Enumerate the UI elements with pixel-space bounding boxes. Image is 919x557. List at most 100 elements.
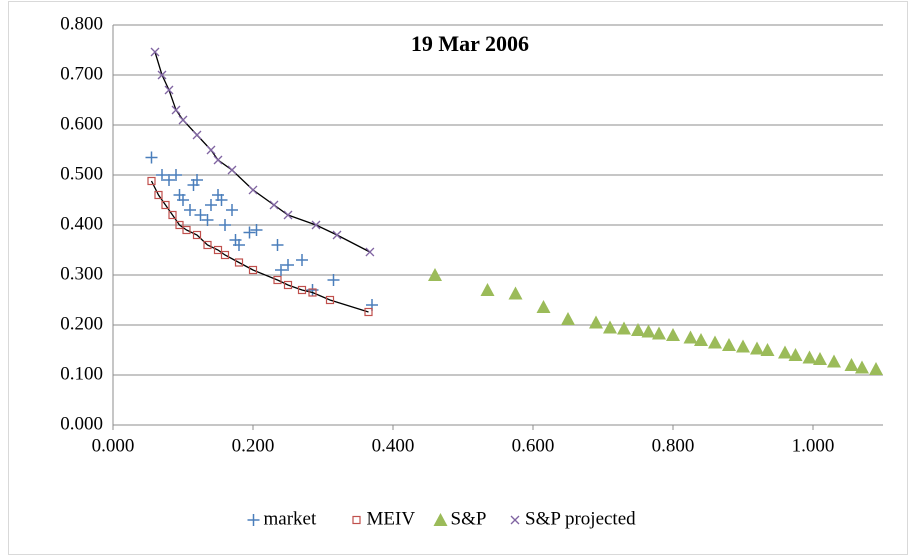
cross-b bbox=[157, 70, 167, 80]
cross-b bbox=[248, 185, 258, 195]
point bbox=[171, 105, 181, 115]
legend-label: MEIV bbox=[367, 508, 416, 529]
x-tick-label: 0.000 bbox=[92, 435, 135, 456]
triangle bbox=[536, 300, 551, 313]
point bbox=[192, 130, 202, 140]
triangle bbox=[666, 328, 680, 341]
point bbox=[250, 224, 263, 236]
point bbox=[736, 339, 750, 353]
square bbox=[248, 265, 258, 275]
point bbox=[308, 288, 317, 297]
point bbox=[283, 280, 293, 290]
point bbox=[248, 265, 258, 275]
triangle bbox=[778, 345, 792, 359]
legend-marker bbox=[247, 514, 260, 526]
triangle bbox=[708, 335, 722, 349]
x-tick-label: 1.000 bbox=[792, 435, 835, 456]
triangle bbox=[433, 513, 448, 526]
triangle bbox=[561, 312, 575, 325]
point bbox=[164, 85, 174, 95]
cross-b bbox=[192, 130, 202, 140]
point bbox=[269, 200, 279, 210]
point bbox=[233, 239, 245, 251]
square bbox=[161, 200, 170, 210]
point bbox=[220, 250, 230, 260]
point bbox=[175, 220, 184, 230]
point bbox=[617, 321, 631, 335]
point bbox=[631, 323, 645, 336]
point bbox=[178, 115, 188, 125]
cross-b bbox=[171, 105, 181, 115]
point bbox=[480, 283, 495, 296]
point bbox=[234, 258, 244, 267]
triangle bbox=[827, 354, 841, 368]
point bbox=[844, 358, 859, 371]
cross-b bbox=[332, 230, 342, 240]
point bbox=[145, 151, 158, 164]
y-tick-label: 0.600 bbox=[60, 113, 103, 134]
square bbox=[192, 230, 202, 240]
triangle bbox=[683, 330, 698, 344]
triangle bbox=[813, 352, 827, 365]
point bbox=[150, 47, 160, 57]
cross-b bbox=[164, 85, 174, 95]
point bbox=[325, 295, 335, 305]
point bbox=[273, 275, 282, 285]
point bbox=[203, 240, 212, 250]
point bbox=[869, 362, 883, 375]
square bbox=[182, 225, 191, 235]
point bbox=[170, 169, 182, 181]
cross-b bbox=[213, 155, 223, 165]
cross-b bbox=[283, 210, 293, 220]
point bbox=[296, 254, 308, 266]
point bbox=[213, 155, 223, 165]
point bbox=[147, 176, 156, 186]
point bbox=[161, 200, 170, 210]
point bbox=[282, 259, 294, 271]
legend-label: S&P projected bbox=[525, 508, 636, 529]
point bbox=[206, 145, 216, 155]
square bbox=[175, 220, 184, 230]
point bbox=[192, 230, 202, 240]
square bbox=[213, 245, 223, 255]
square bbox=[297, 285, 307, 295]
point bbox=[226, 204, 238, 216]
point bbox=[589, 315, 603, 329]
square bbox=[273, 275, 282, 285]
triangle bbox=[722, 338, 736, 351]
y-tick-label: 0.400 bbox=[60, 213, 103, 234]
legend-marker bbox=[510, 515, 520, 525]
square bbox=[283, 280, 293, 290]
x-tick-label: 0.400 bbox=[372, 435, 415, 456]
point bbox=[201, 214, 214, 226]
point bbox=[297, 285, 307, 295]
y-tick-label: 0.700 bbox=[60, 63, 103, 84]
point bbox=[666, 328, 680, 341]
triangle bbox=[869, 362, 883, 375]
triangle bbox=[844, 358, 859, 371]
square bbox=[154, 190, 163, 200]
legend-marker bbox=[433, 513, 448, 526]
x-tick-label: 0.200 bbox=[232, 435, 275, 456]
point bbox=[428, 268, 442, 281]
point bbox=[157, 70, 167, 80]
point bbox=[332, 230, 342, 240]
point bbox=[311, 220, 321, 230]
point bbox=[194, 209, 207, 221]
point bbox=[750, 341, 764, 355]
point bbox=[213, 245, 223, 255]
point bbox=[641, 324, 656, 338]
triangle bbox=[428, 268, 442, 281]
point bbox=[536, 300, 551, 313]
square bbox=[147, 176, 156, 186]
cross-b bbox=[150, 47, 160, 57]
point bbox=[722, 338, 736, 351]
square bbox=[234, 258, 244, 267]
point bbox=[163, 174, 175, 186]
triangle bbox=[788, 348, 803, 361]
point bbox=[778, 345, 792, 359]
chart-title: 19 Mar 2006 bbox=[411, 31, 529, 56]
triangle bbox=[508, 286, 523, 300]
point bbox=[802, 350, 817, 364]
point bbox=[219, 219, 231, 231]
